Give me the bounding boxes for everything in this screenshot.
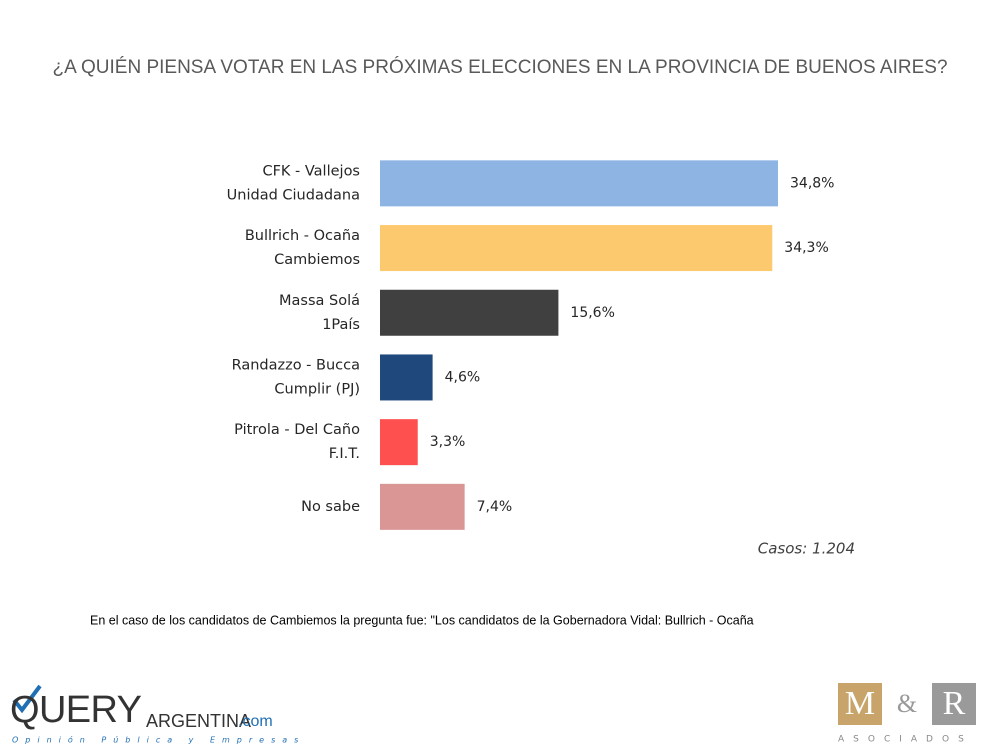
category-label: Bullrich - Ocaña: [245, 228, 360, 244]
logo-text: R: [943, 685, 966, 722]
data-label: 15,6%: [570, 305, 614, 321]
category-label: F.I.T.: [329, 446, 360, 462]
data-label: 34,3%: [784, 240, 828, 256]
logo-text: ARGENTINA: [146, 711, 251, 731]
category-label: 1País: [322, 317, 360, 333]
category-label: Cumplir (PJ): [274, 381, 360, 397]
category-label: Randazzo - Bucca: [232, 357, 360, 373]
logo-box: [838, 683, 882, 725]
footnote: En el caso de los candidatos de Cambiemo…: [90, 613, 754, 627]
category-label: Pitrola - Del Caño: [234, 422, 360, 438]
logo-tagline: ASOCIADOS: [838, 735, 973, 745]
mr-logo: M & R ASOCIADOS: [838, 683, 976, 745]
data-label: 34,8%: [790, 175, 834, 191]
logo-text: M: [845, 685, 875, 722]
query-logo: QUERY ARGENTINA .com Opinión Pública y E…: [10, 684, 305, 745]
note: Casos: 1.204: [758, 540, 855, 558]
logo-tagline: Opinión Pública y Empresas: [12, 735, 305, 745]
bar: [380, 354, 433, 401]
data-label: 7,4%: [477, 499, 513, 515]
logo-text: .com: [238, 713, 273, 730]
data-label: 4,6%: [445, 369, 481, 385]
chart-title: ¿A QUIÉN PIENSA VOTAR EN LAS PRÓXIMAS EL…: [52, 56, 947, 78]
bar: [380, 225, 773, 272]
logo-check: [12, 684, 42, 714]
category-label: Massa Solá: [279, 293, 360, 309]
bar: [380, 483, 465, 530]
category-label: Unidad Ciudadana: [227, 187, 360, 203]
category-label: CFK - Vallejos: [262, 163, 360, 179]
data-label: 3,3%: [430, 434, 466, 450]
bar: [380, 419, 418, 466]
category-label: No sabe: [301, 499, 360, 515]
bar: [380, 160, 778, 207]
logo-text: &: [897, 689, 917, 718]
logo-box: [932, 683, 976, 725]
logo-text: QUERY: [10, 689, 142, 731]
category-label: Cambiemos: [274, 252, 360, 268]
bar: [380, 289, 559, 336]
